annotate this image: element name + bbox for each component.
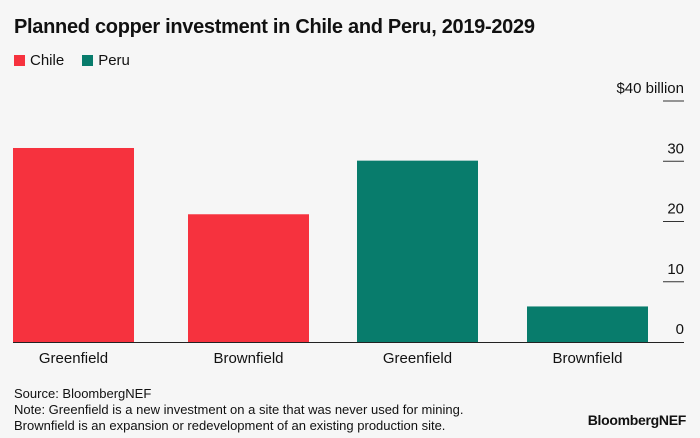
note: Note: Greenfield is a new investment on … — [14, 402, 464, 417]
legend-label: Peru — [98, 52, 130, 69]
bar — [188, 214, 309, 342]
x-tick-label: Greenfield — [383, 350, 452, 367]
footnotes: Source: BloombergNEF Note: Greenfield is… — [14, 386, 463, 434]
note: Brownfield is an expansion or redevelopm… — [14, 418, 446, 433]
y-tick-label: 20 — [667, 201, 684, 218]
legend: Chile Peru — [14, 52, 130, 69]
bar — [527, 306, 648, 342]
legend-swatch — [82, 55, 94, 66]
brand-logo: BloombergNEF — [587, 412, 687, 428]
x-tick-label: Brownfield — [213, 350, 283, 367]
x-tick-label: Brownfield — [552, 350, 622, 367]
legend-item-chile: Chile — [14, 52, 64, 69]
chart-title: Planned copper investment in Chile and P… — [14, 16, 535, 38]
bar — [357, 160, 478, 342]
legend-label: Chile — [30, 52, 65, 69]
legend-item-peru: Peru — [82, 52, 130, 69]
legend-swatch — [14, 55, 25, 66]
y-tick-label: 10 — [667, 261, 684, 278]
bar — [13, 147, 134, 342]
y-tick-label: 0 — [676, 321, 684, 338]
source: Source: BloombergNEF — [14, 386, 152, 401]
x-tick-label: Greenfield — [39, 350, 108, 367]
y-tick-label: 30 — [667, 140, 684, 157]
y-tick-label: $40 billion — [616, 80, 684, 97]
